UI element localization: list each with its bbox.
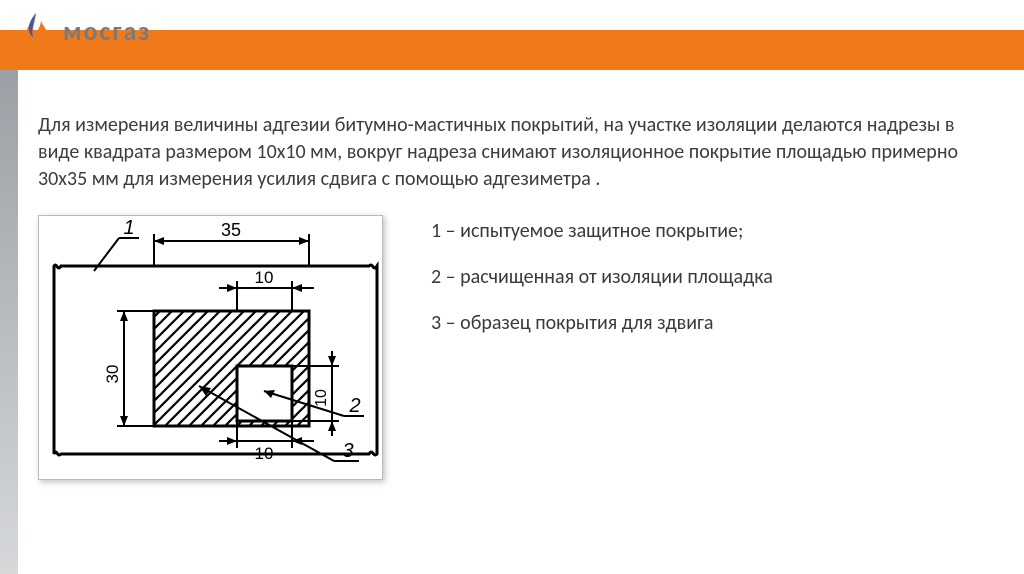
dim-10-top: 10: [255, 268, 274, 287]
callout-3: 3: [342, 440, 353, 462]
logo-brand: мосгаз: [63, 15, 159, 47]
side-decor: [0, 70, 18, 574]
flame-icon: [15, 11, 57, 66]
logo: мосгаз www.mos-gaz.ru: [15, 8, 275, 68]
slide-content: Для измерения величины адгезии битумно-м…: [38, 112, 998, 480]
legend: 1 – испытуемое защитное покрытие; 2 – ра…: [431, 215, 998, 357]
dim-10-bottom: 10: [255, 444, 274, 463]
logo-url: www.mos-gaz.ru: [63, 47, 159, 61]
technical-diagram: 35 10 10 30: [38, 215, 383, 480]
legend-item-3: 3 – образец покрытия для здвига: [431, 311, 998, 335]
callout-1: 1: [123, 217, 134, 239]
callout-2: 2: [348, 395, 360, 417]
dim-35: 35: [221, 220, 241, 240]
legend-item-1: 1 – испытуемое защитное покрытие;: [431, 219, 998, 243]
legend-item-2: 2 – расчищенная от изоляции площадка: [431, 265, 998, 289]
dim-10-right: 10: [313, 389, 330, 407]
dim-30: 30: [103, 365, 122, 384]
body-row: 35 10 10 30: [38, 215, 998, 480]
intro-text: Для измерения величины адгезии битумно-м…: [38, 112, 998, 193]
